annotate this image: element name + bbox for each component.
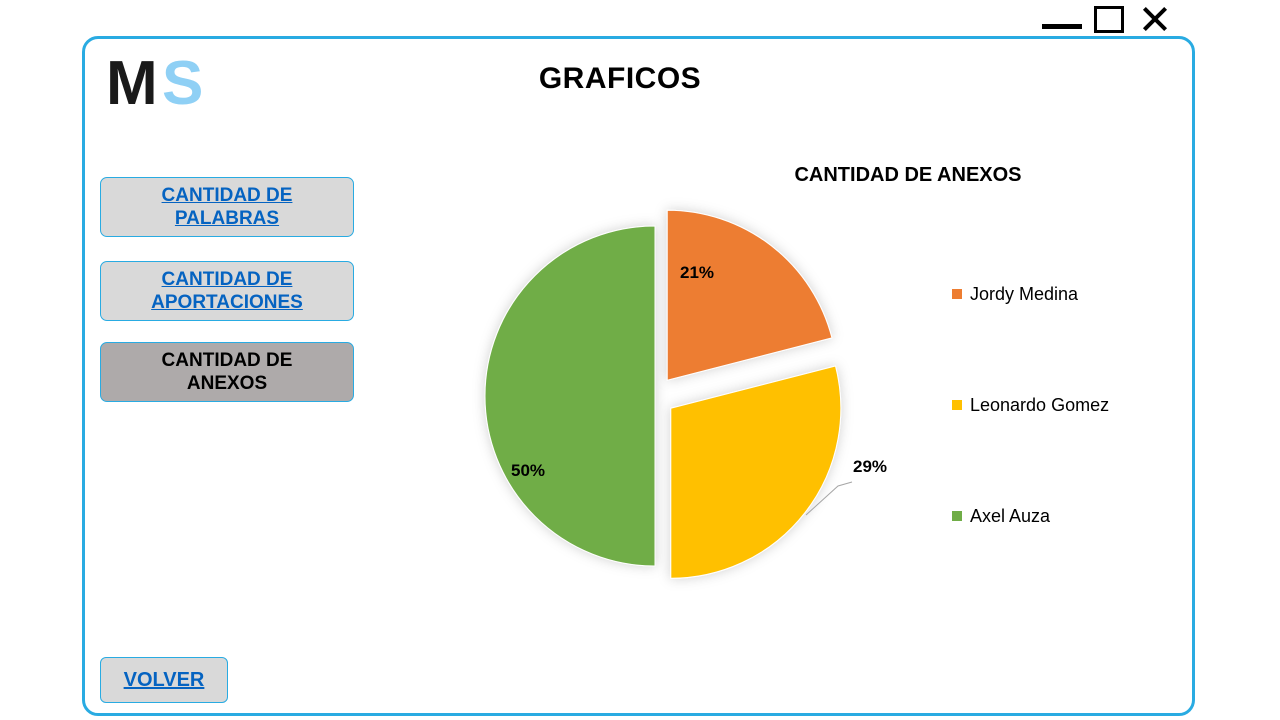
legend-label: Jordy Medina: [970, 283, 1079, 304]
legend-swatch: [952, 400, 962, 410]
nav-button-palabras-label: CANTIDAD DE PALABRAS: [161, 185, 293, 229]
logo-letter-m: M: [106, 52, 158, 110]
page-title: GRAFICOS: [538, 62, 702, 95]
legend-item: Jordy Medina: [952, 282, 1172, 306]
volver-button-label: VOLVER: [123, 668, 205, 691]
window-controls: [1036, 0, 1176, 36]
nav-button-aportaciones-label: CANTIDAD DE APORTACIONES: [151, 269, 303, 313]
volver-button[interactable]: VOLVER: [100, 657, 228, 703]
maximize-icon[interactable]: [1094, 6, 1124, 33]
nav-button-anexos[interactable]: CANTIDAD DE ANEXOS: [100, 342, 354, 402]
legend-item: Axel Auza: [952, 504, 1172, 528]
legend-label: Axel Auza: [970, 505, 1051, 526]
legend-swatch: [952, 289, 962, 299]
ms-logo: M S: [106, 52, 203, 110]
nav-button-anexos-label: CANTIDAD DE ANEXOS: [161, 350, 293, 394]
nav-button-palabras[interactable]: CANTIDAD DE PALABRAS: [100, 177, 354, 237]
legend-label: Leonardo Gomez: [970, 394, 1110, 415]
chart-title: CANTIDAD DE ANEXOS: [794, 164, 1022, 186]
nav-button-aportaciones[interactable]: CANTIDAD DE APORTACIONES: [100, 261, 354, 321]
logo-letter-s: S: [162, 52, 203, 110]
close-icon[interactable]: [1142, 6, 1168, 32]
legend-swatch: [952, 511, 962, 521]
minimize-icon[interactable]: [1042, 24, 1082, 29]
legend-item: Leonardo Gomez: [952, 393, 1172, 417]
